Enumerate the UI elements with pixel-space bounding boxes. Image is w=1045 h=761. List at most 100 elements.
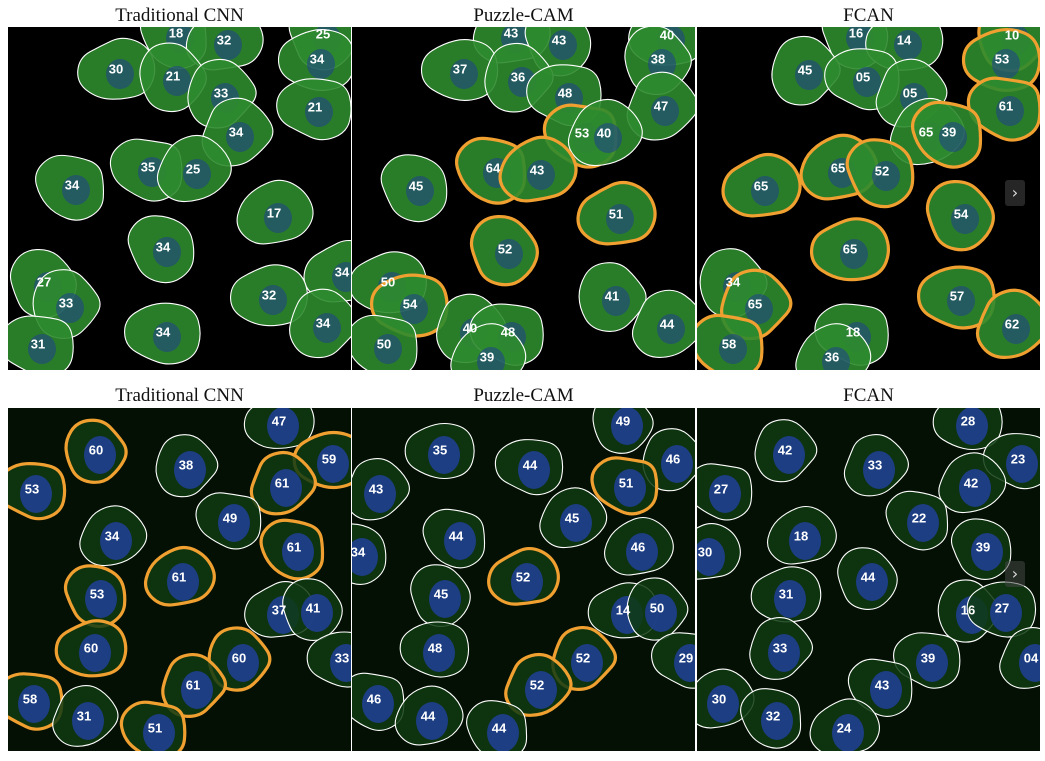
- cell-label: 50: [650, 600, 664, 615]
- cell-label: 61: [999, 98, 1013, 113]
- nucleus: [183, 159, 211, 189]
- cell-label: 22: [912, 510, 926, 525]
- cell-label: 43: [552, 32, 566, 47]
- nucleus: [697, 538, 725, 576]
- chevron-right-icon[interactable]: ›: [1005, 561, 1025, 587]
- chevron-right-icon[interactable]: ›: [1005, 180, 1025, 206]
- nucleus: [822, 347, 850, 370]
- cell-label: 32: [766, 708, 780, 723]
- cell-label: 45: [434, 586, 448, 601]
- cell-label: 34: [105, 528, 120, 543]
- cell-label: 23: [1011, 451, 1025, 466]
- cell-label: 18: [794, 528, 808, 543]
- cell-label: 51: [609, 206, 623, 221]
- nucleus: [840, 239, 868, 269]
- nucleus: [863, 451, 895, 489]
- cell-label: 14: [897, 32, 912, 47]
- cell-label: 35: [141, 159, 155, 174]
- nucleus: [832, 714, 864, 751]
- nucleus: [992, 49, 1020, 79]
- cell-label: 46: [666, 451, 680, 466]
- nucleus: [571, 644, 603, 682]
- cell-label: 36: [511, 69, 525, 84]
- cell-label: 46: [367, 691, 381, 706]
- nucleus: [352, 538, 378, 576]
- cell-label: 59: [322, 451, 336, 466]
- cell-label: 54: [403, 296, 418, 311]
- microscopy-panel-bottom-traditional-cnn: 47 60 59 38 53 61 49 34 61 61 53 37 41 60 60 33 61 58 31 51: [8, 408, 351, 751]
- nucleus: [362, 685, 394, 723]
- cell-label: 18: [169, 27, 183, 40]
- microscopy-panel-bottom-fcan: 28 42 23 33 27 42 22 18 39 30 44 31 16 27 33 39 04 43 30 32…: [697, 408, 1040, 751]
- cell-label: 58: [722, 336, 736, 351]
- cell-label: 34: [156, 324, 171, 339]
- nucleus: [416, 702, 448, 740]
- nucleus: [332, 262, 351, 292]
- title-top-puzzle-cam: Puzzle-CAM: [473, 5, 574, 26]
- cell-label: 52: [530, 677, 544, 692]
- cell-label: 32: [217, 32, 231, 47]
- nucleus: [495, 239, 523, 269]
- cell-image: 43 43 40 38 37 36 48 47 53 40 64 43 45 51 52 50 41 54 40 48…: [352, 27, 695, 370]
- cell-label: 40: [597, 125, 611, 140]
- nucleus: [894, 30, 922, 60]
- nucleus: [751, 176, 779, 206]
- nucleus: [626, 533, 658, 571]
- cell-label: 53: [90, 586, 104, 601]
- nucleus: [606, 204, 634, 234]
- nucleus: [85, 580, 117, 618]
- cell-label: 52: [516, 569, 530, 584]
- cell-label: 33: [335, 650, 349, 665]
- cell-label: 54: [954, 206, 969, 221]
- cell-label: 41: [605, 288, 619, 303]
- cell-label: 34: [156, 239, 171, 254]
- cell-label: 27: [995, 600, 1009, 615]
- nucleus: [477, 347, 505, 370]
- nucleus: [487, 714, 519, 751]
- nucleus: [450, 59, 478, 89]
- cell-label: 57: [950, 288, 964, 303]
- cell-label: 43: [369, 481, 383, 496]
- nucleus: [406, 176, 434, 206]
- nucleus: [956, 408, 988, 445]
- nucleus: [330, 644, 351, 682]
- cell-label: 62: [1005, 316, 1019, 331]
- cell-label: 37: [453, 61, 467, 76]
- cell-label: 44: [421, 708, 436, 723]
- nucleus: [996, 96, 1024, 126]
- cell-label: 65: [754, 178, 768, 193]
- cell-label: 43: [504, 27, 518, 40]
- nucleus: [423, 634, 455, 672]
- nucleus: [511, 563, 543, 601]
- nucleus: [527, 160, 555, 190]
- cell-label: 32: [262, 287, 276, 302]
- cell-image: 16 14 10 53 45 05 05 61 65 39 65 52 65 54 65 34 57 65 18 62…: [697, 27, 1040, 370]
- cell-image: 49 35 46 44 43 51 45 44 46 34 52 45 14 50 48 52 29 52 46 44…: [352, 408, 695, 751]
- cell-label: 53: [995, 51, 1009, 66]
- cell-label: 64: [486, 160, 501, 175]
- cell-label: 33: [214, 85, 228, 100]
- nucleus: [709, 475, 741, 513]
- cell-label: 39: [480, 349, 494, 364]
- cell-label: 65: [843, 241, 857, 256]
- cell-label: 43: [530, 162, 544, 177]
- nucleus: [313, 313, 341, 343]
- cell-label: 30: [698, 544, 712, 559]
- cell-label: 39: [942, 124, 956, 139]
- cell-label: 45: [565, 510, 579, 525]
- nucleus: [560, 504, 592, 542]
- cell-label: 46: [631, 539, 645, 554]
- cell-label: 34: [316, 315, 331, 330]
- nucleus: [907, 504, 939, 542]
- cell-label: 33: [59, 295, 73, 310]
- nucleus: [971, 533, 1003, 571]
- nucleus: [18, 685, 50, 723]
- nucleus: [916, 644, 948, 682]
- nucleus: [774, 580, 806, 618]
- nucleus: [167, 563, 199, 601]
- microscopy-panel-top-puzzle-cam: 43 43 40 38 37 36 48 47 53 40 64 43 45 51 52 50 41 54 40 48…: [352, 27, 695, 370]
- nucleus: [259, 285, 287, 315]
- nucleus: [28, 334, 56, 364]
- cell-label: 25: [186, 161, 200, 176]
- nucleus: [602, 286, 630, 316]
